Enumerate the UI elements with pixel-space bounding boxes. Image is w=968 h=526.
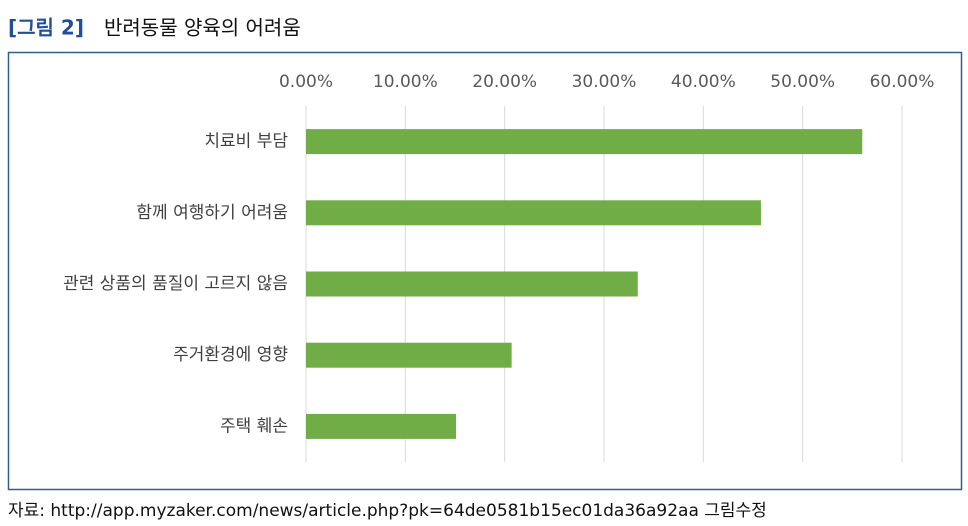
bar [306, 271, 638, 297]
bar [306, 342, 512, 368]
chart-frame [7, 51, 963, 491]
x-tick-label: 20.00% [472, 72, 537, 92]
y-tick-label: 주택 훼손 [220, 416, 288, 436]
x-tick-label: 30.00% [572, 72, 637, 92]
y-tick-label: 치료비 부담 [204, 132, 288, 152]
x-tick-label: 10.00% [373, 72, 438, 92]
y-tick-label: 함께 여행하기 어려움 [136, 203, 288, 223]
bar [306, 129, 863, 155]
bar [306, 413, 456, 439]
x-tick-label: 0.00% [279, 72, 333, 92]
source-note: 자료: http://app.myzaker.com/news/article.… [8, 501, 767, 521]
figure-label: [그림 2] [8, 16, 84, 40]
x-tick-label: 40.00% [671, 72, 736, 92]
y-tick-label: 주거환경에 영향 [173, 345, 288, 365]
bar [306, 200, 761, 226]
x-tick-label: 60.00% [870, 72, 935, 92]
chart-title: 반려동물 양육의 어려움 [104, 16, 301, 40]
y-tick-label: 관련 상품의 품질이 고르지 않음 [63, 274, 288, 294]
x-tick-label: 50.00% [770, 72, 835, 92]
